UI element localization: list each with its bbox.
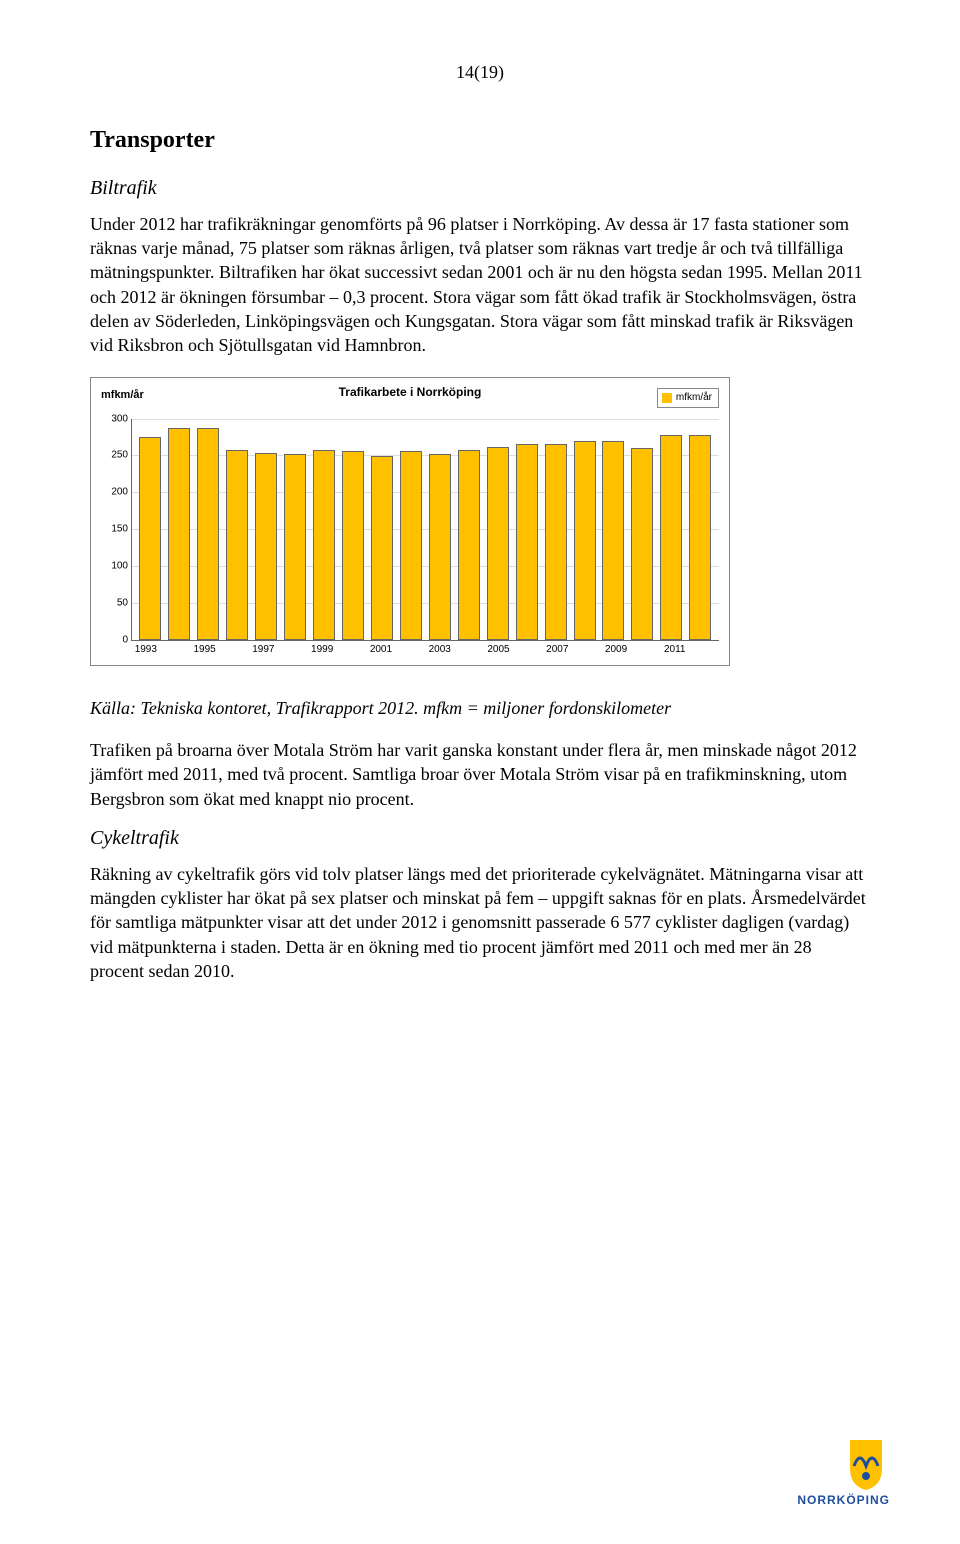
paragraph-bridges: Trafiken på broarna över Motala Ström ha… [90,738,870,811]
x-tick-label: 1997 [252,643,274,659]
bar [284,454,306,640]
chart-legend: mfkm/år [657,388,719,408]
bars-container [132,419,719,640]
bar [631,448,653,640]
bar [371,456,393,640]
page-number: 14(19) [90,60,870,84]
heading-cykeltrafik: Cykeltrafik [90,825,870,852]
bar [255,453,277,640]
x-tick-label: 2005 [487,643,509,659]
bar [342,451,364,640]
y-tick-label: 100 [104,559,128,573]
y-tick-label: 300 [104,412,128,426]
x-tick-label: 2003 [429,643,451,659]
x-tick-label [634,643,656,659]
norrkoping-logo: NORRKÖPING [740,1438,890,1514]
y-tick-label: 250 [104,449,128,463]
bar [313,450,335,640]
y-tick-label: 200 [104,486,128,500]
bar [226,450,248,640]
bar [139,437,161,640]
chart-title: Trafikarbete i Norrköping [101,384,719,400]
bar [400,451,422,640]
bar [429,454,451,640]
bar [197,428,219,640]
chart-y-label: mfkm/år [101,388,144,403]
bar [574,441,596,640]
bar [660,435,682,640]
x-tick-label: 1995 [193,643,215,659]
x-tick-label [164,643,186,659]
bar [458,450,480,640]
chart-source: Källa: Tekniska kontoret, Trafikrapport … [90,696,870,720]
y-tick-label: 150 [104,522,128,536]
chart-plot-area: 050100150200250300 199319951997199920012… [131,419,719,659]
x-tick-label [693,643,715,659]
paragraph-cykel: Räkning av cykeltrafik görs vid tolv pla… [90,862,870,983]
legend-swatch-icon [662,393,672,403]
x-tick-label [340,643,362,659]
x-tick-label: 1993 [135,643,157,659]
x-tick-label: 1999 [311,643,333,659]
bar [689,435,711,640]
x-tick-label [576,643,598,659]
x-tick-label [458,643,480,659]
x-tick-label: 2001 [370,643,392,659]
x-tick-label: 2011 [664,643,686,659]
bar [516,444,538,639]
paragraph-biltrafik: Under 2012 har trafikräkningar genomfört… [90,212,870,358]
bar [602,441,624,640]
traffic-chart: mfkm/år Trafikarbete i Norrköping mfkm/å… [90,377,730,665]
x-tick-label: 2009 [605,643,627,659]
logo-text: NORRKÖPING [797,1492,890,1507]
legend-label: mfkm/år [676,391,712,405]
x-tick-label [282,643,304,659]
heading-transporter: Transporter [90,124,870,156]
x-tick-label [517,643,539,659]
bar [487,447,509,640]
x-tick-label [223,643,245,659]
y-tick-label: 50 [104,596,128,610]
x-tick-label: 2007 [546,643,568,659]
bar [545,444,567,639]
y-tick-label: 0 [104,633,128,647]
bar [168,428,190,640]
x-tick-label [399,643,421,659]
heading-biltrafik: Biltrafik [90,175,870,202]
